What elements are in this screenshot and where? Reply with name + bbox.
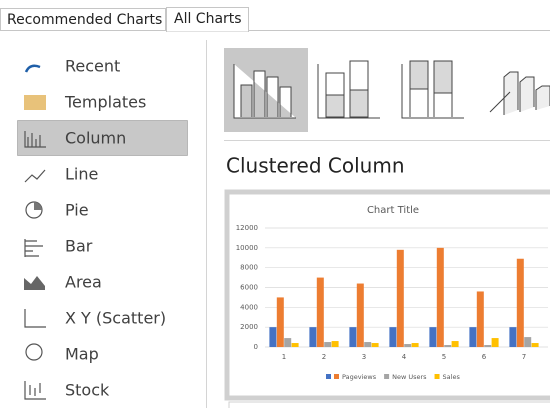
bar [269,327,277,347]
bar [324,342,332,347]
bar-icon [24,239,43,257]
bar [436,247,444,347]
sidebar-item[interactable]: Bar [65,237,93,256]
bar [284,338,292,347]
icon-part [409,60,429,90]
x-tick-label: 5 [442,353,446,361]
sidebar-item[interactable]: Map [65,345,99,364]
line-icon [24,169,46,183]
bar [411,343,419,347]
tab-label[interactable]: Recommended Charts [7,12,162,28]
x-tick-label: 2 [322,353,326,361]
bar [356,283,364,347]
sidebar-item[interactable]: Templates [64,93,146,112]
legend-label: Sales [443,373,461,381]
bar [349,327,357,347]
y-tick-label: 2000 [240,323,258,331]
bar [469,327,477,347]
bar [524,337,532,347]
3d-column-icon[interactable] [489,71,550,115]
bar [309,327,317,347]
bar [476,291,484,347]
sidebar-item[interactable]: Area [65,273,102,292]
x-tick-label: 3 [362,353,366,361]
bar [364,342,372,347]
pie-slice [34,202,42,210]
sidebar-item[interactable]: X Y (Scatter) [65,309,166,328]
bar [276,297,284,347]
y-tick-label: 12000 [236,224,258,232]
legend-marker [434,374,440,379]
sidebar-item[interactable]: Stock [65,381,110,400]
tab-active[interactable] [166,7,249,32]
map-icon [25,343,43,361]
tab[interactable] [0,8,166,31]
sidebar-item[interactable]: Pie [65,201,89,220]
preview-chart: 0 2000 4000 6000 8000 10000 12000 1 2 3 4 5 6 7 Pagevi… [236,224,548,381]
sidebar-item[interactable]: Line [65,165,98,184]
legend-label: Pageviews [342,373,377,381]
y-tick-label: 4000 [240,303,258,311]
bar [531,343,539,347]
bar [516,258,524,347]
y-tick-label: 8000 [240,264,258,272]
bar [491,338,499,347]
chart-title: Chart Title [367,205,419,216]
area-icon [24,276,45,290]
clustered-column-icon [233,64,296,119]
bar [316,277,324,347]
bar [404,344,412,347]
bar [291,343,299,347]
stock-icon [24,381,46,400]
bar [484,345,492,347]
bar [429,327,437,347]
icon-part [349,89,369,118]
templates-icon [24,95,46,110]
preview-frame[interactable] [224,189,550,401]
bar [396,249,404,347]
scatter-icon [24,309,46,328]
bar [389,327,397,347]
bar [371,343,379,347]
sidebar-icons [24,64,46,400]
x-tick-label: 6 [482,353,487,361]
sidebar-item[interactable]: Recent [65,57,120,76]
y-tick-label: 0 [254,343,258,351]
bar [451,341,459,347]
x-tick-label: 1 [282,353,286,361]
bar [331,341,339,347]
heading: Clustered Column [226,154,405,178]
sidebar-item[interactable]: Column [65,129,126,148]
legend-marker [326,374,331,379]
tab-label[interactable]: All Charts [174,11,242,27]
y-tick-label: 10000 [236,244,258,252]
legend-marker [384,374,390,379]
bar [444,345,452,347]
icon-part [433,60,453,94]
bar [509,327,517,347]
y-tick-label: 6000 [240,284,258,292]
x-tick-label: 4 [402,353,407,361]
icon-part [325,94,345,118]
legend-label: New Users [392,373,427,381]
column-icon [24,131,46,148]
recent-icon [24,64,41,73]
selected-item [17,120,188,156]
sidebar: Recent Templates Column Line Pie Bar Area X Y (… [64,57,166,400]
legend-marker [334,374,339,379]
next-preview [228,401,550,408]
x-tick-label: 7 [522,353,526,361]
